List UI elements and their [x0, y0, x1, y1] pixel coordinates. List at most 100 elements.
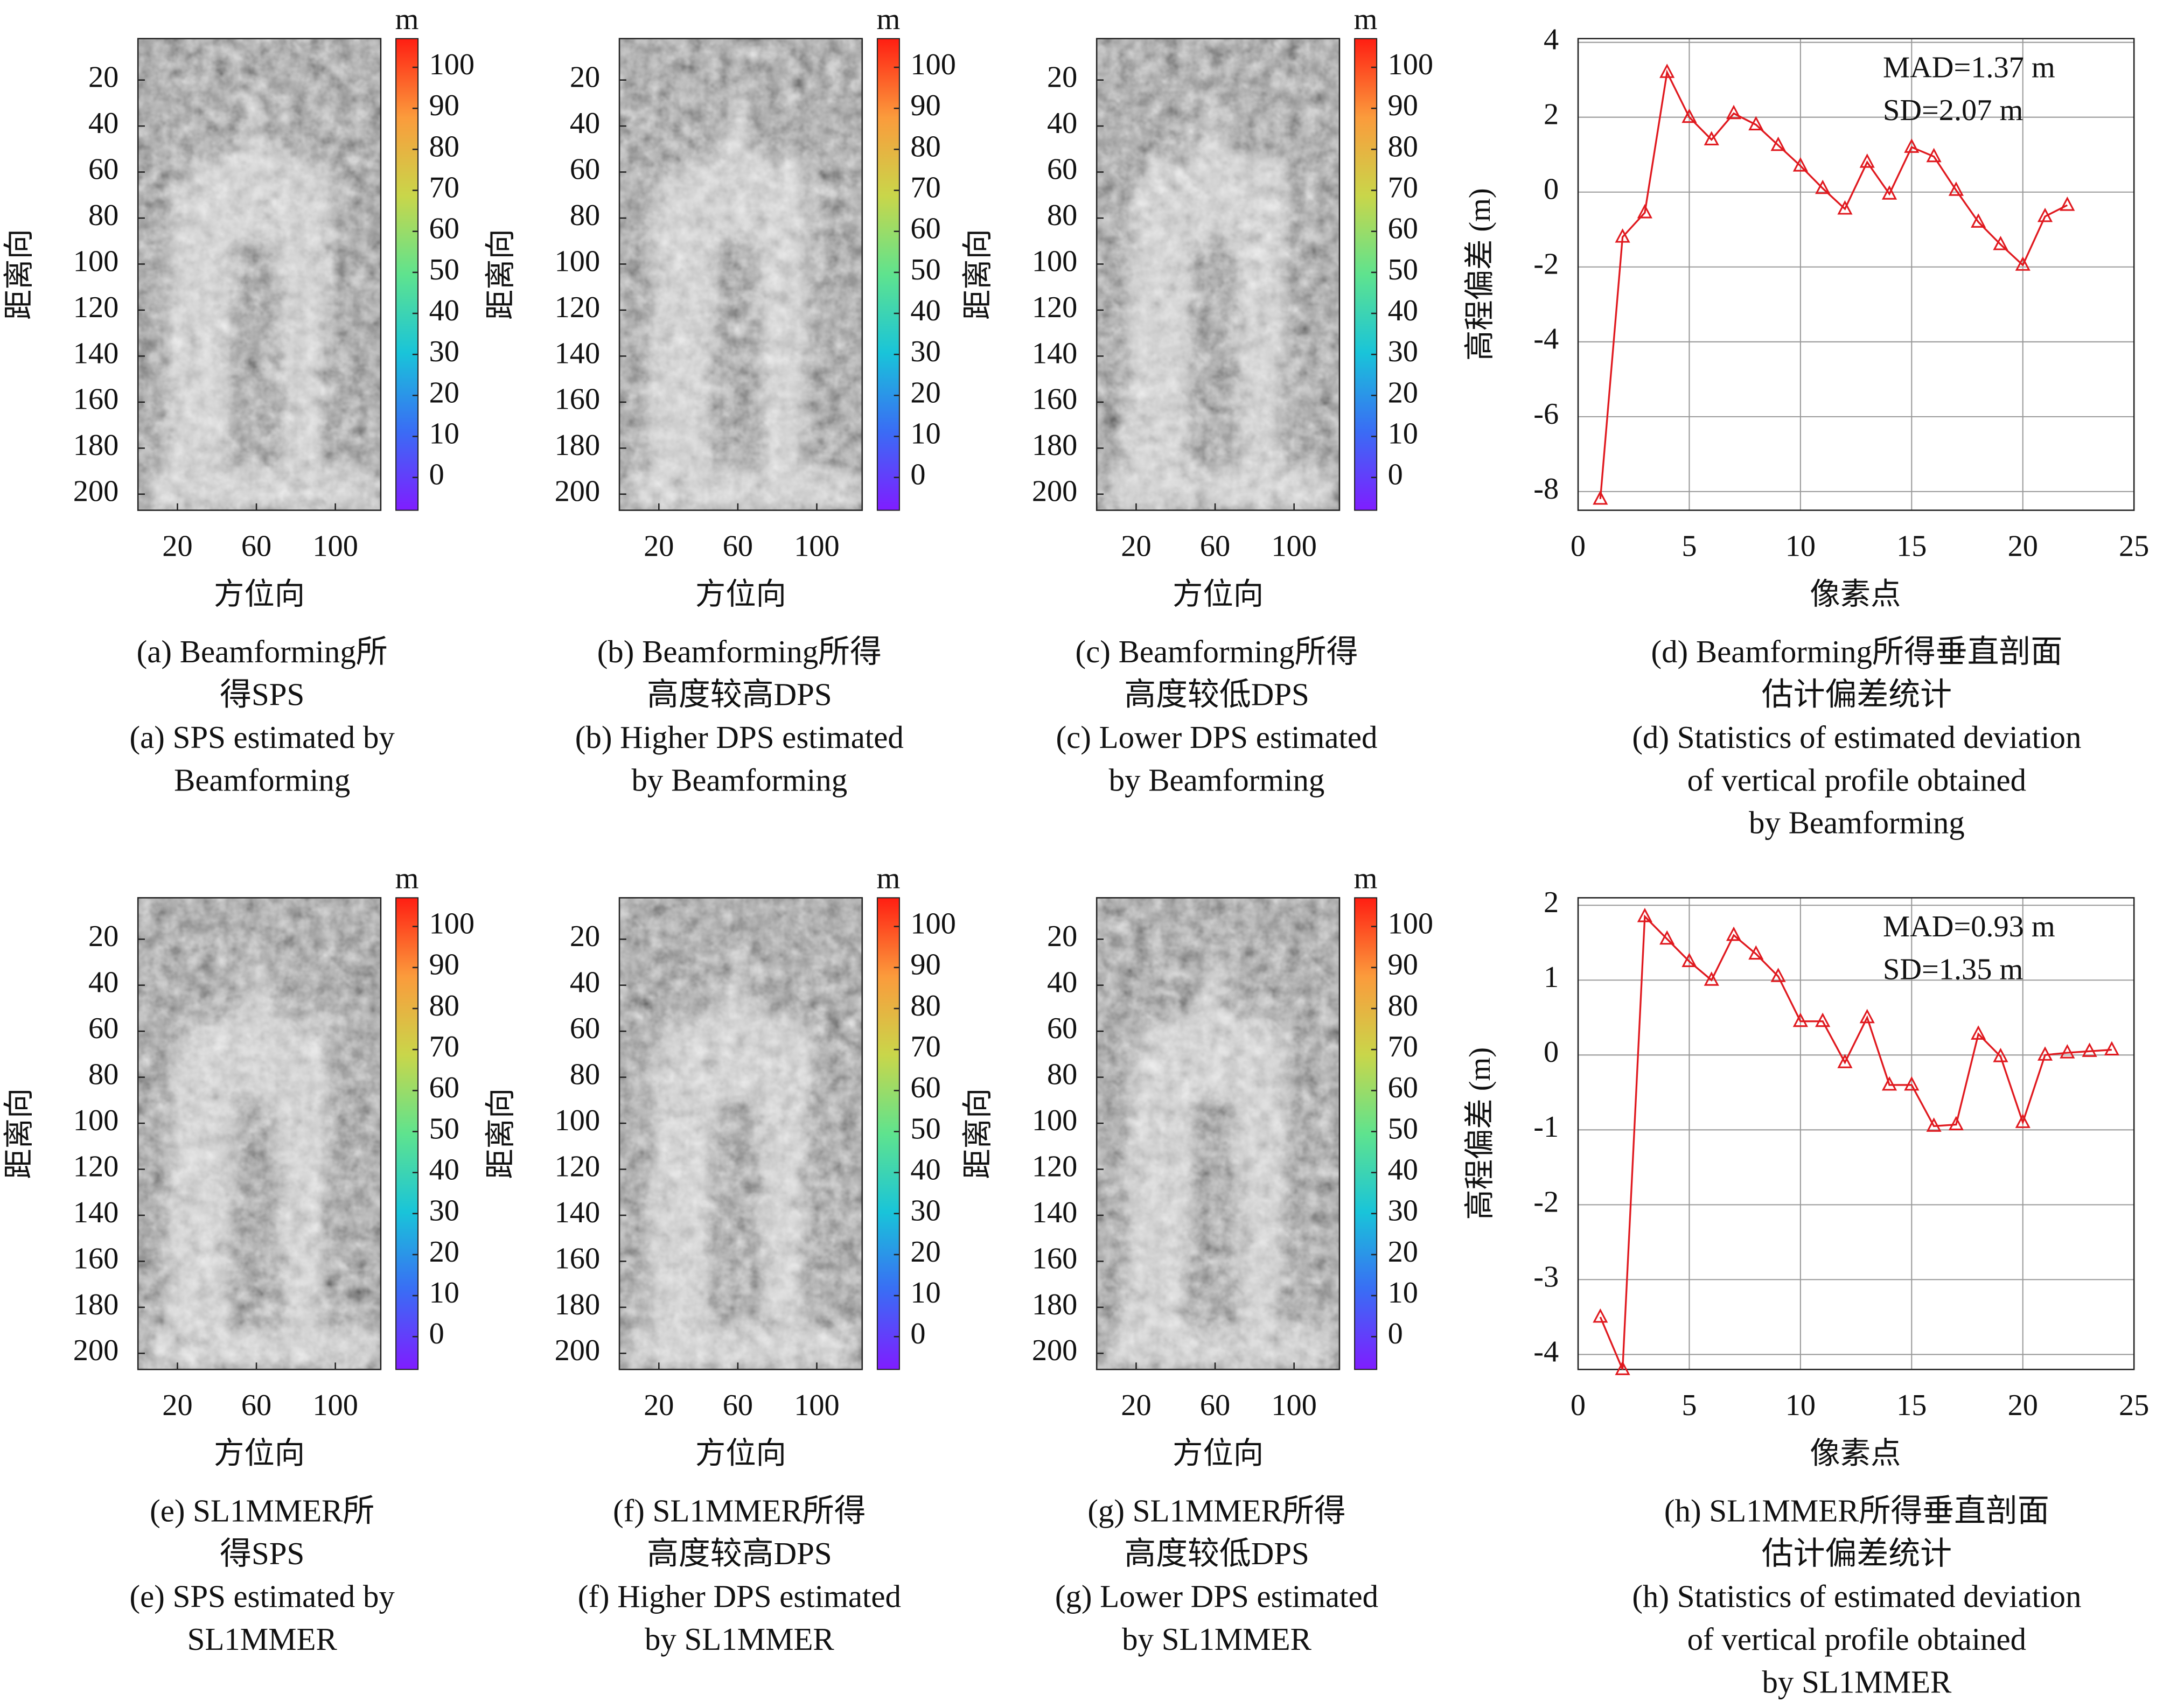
y-tick-label: 100: [1032, 1104, 1078, 1137]
triangle-marker: [1859, 153, 1875, 168]
y-tick-label: 60: [1047, 1012, 1077, 1045]
building-shape: [165, 928, 331, 1342]
colorbar-tick-label: 100: [910, 907, 956, 941]
ground-strip: [633, 1328, 854, 1367]
data-line: [1599, 914, 2112, 1370]
colorbar-tick-label: 70: [429, 1030, 459, 1063]
colorbar-tick-label: 30: [1388, 1194, 1418, 1228]
y-tick-label: 40: [88, 107, 118, 140]
caption-line: 高度较高DPS: [647, 1536, 832, 1571]
colorbar-label: m: [877, 3, 901, 36]
colorbar-tick-label: 80: [910, 989, 940, 1023]
building-highlight: [633, 69, 854, 508]
y-tick-label: 140: [1032, 337, 1078, 370]
triangle-marker: [1815, 1012, 1831, 1027]
x-tick-label: 100: [794, 529, 839, 563]
triangle-marker: [1681, 108, 1697, 123]
triangle-marker: [2015, 1114, 2031, 1128]
triangle-marker: [1748, 945, 1764, 960]
image-frame: [618, 38, 863, 511]
triangle-marker: [1926, 148, 1942, 163]
y-tick-label: 120: [73, 291, 119, 324]
x-axis-label: 方位向: [1173, 1437, 1264, 1471]
y-tick-label: -2: [1533, 1185, 1559, 1219]
x-tick-label: 5: [1681, 529, 1697, 563]
colorbar-label: m: [1354, 862, 1378, 895]
colorbar-tick-label: 60: [1388, 212, 1418, 246]
x-tick-label: 60: [723, 1389, 753, 1422]
triangle-marker: [1971, 213, 1986, 228]
colorbar-tick-label: 10: [910, 1276, 940, 1310]
y-tick-label: 180: [555, 429, 601, 462]
y-tick-label: 20: [88, 61, 118, 94]
caption-line: SL1MMER: [187, 1622, 338, 1657]
y-tick-label: 40: [1047, 966, 1077, 999]
building-shape: [165, 69, 331, 483]
y-tick-label: 60: [570, 1012, 600, 1045]
colorbar-tick-label: 50: [1388, 253, 1418, 286]
colorbar-tick-label: 100: [1388, 907, 1434, 941]
x-tick-label: 60: [723, 529, 753, 563]
colorbar-tick-label: 0: [910, 458, 925, 492]
y-tick-label: 200: [73, 1334, 119, 1367]
colorbar-tick-label: 80: [1388, 130, 1418, 163]
x-tick-label: 20: [2008, 1389, 2038, 1422]
triangle-marker: [1881, 1076, 1897, 1091]
colorbar-tick-label: 40: [429, 1153, 459, 1187]
colorbar-tick-label: 0: [910, 1317, 925, 1350]
colorbar-tick-label: 20: [910, 376, 940, 409]
caption-line: by Beamforming: [631, 762, 847, 797]
colorbar-tick-label: 20: [1388, 376, 1418, 409]
colorbar-tick-label: 90: [1388, 948, 1418, 982]
colorbar-tick-label: 90: [910, 948, 940, 982]
triangle-marker: [1993, 235, 2008, 250]
building-highlight: [633, 928, 854, 1367]
y-tick-label: 120: [1032, 291, 1078, 324]
y-tick-label: 80: [1047, 1058, 1077, 1091]
y-tick-label: 160: [1032, 383, 1078, 416]
y-tick-label: 80: [570, 1058, 600, 1091]
y-tick-label: 80: [1047, 199, 1077, 232]
y-tick-label: 140: [73, 1196, 119, 1229]
colorbar-tick-label: 40: [910, 1153, 940, 1187]
y-axis-label: 距离向: [961, 1088, 995, 1179]
triangle-marker: [1615, 228, 1630, 243]
x-tick-label: 20: [1121, 1389, 1151, 1422]
colorbar-tick-label: 20: [910, 1235, 940, 1269]
triangle-marker: [1659, 930, 1675, 945]
y-axis-label: 距离向: [3, 1088, 36, 1179]
triangle-marker: [1770, 136, 1786, 151]
y-tick-label: 180: [73, 1288, 119, 1321]
y-axis-label: 高程偏差 (m): [1463, 1047, 1497, 1220]
triangle-marker: [1615, 1361, 1630, 1375]
triangle-marker: [1637, 204, 1652, 219]
triangle-marker: [2060, 196, 2075, 211]
y-tick-label: 20: [1047, 920, 1077, 953]
y-tick-label: 160: [73, 383, 119, 416]
triangle-marker: [2037, 207, 2053, 222]
colorbar-tick-label: 80: [910, 130, 940, 163]
y-tick-label: 60: [88, 152, 118, 186]
colorbar-tick-label: 70: [910, 1030, 940, 1063]
y-tick-label: 40: [88, 966, 118, 999]
y-tick-label: -1: [1533, 1110, 1559, 1144]
y-tick-label: 140: [1032, 1196, 1078, 1229]
building-shape: [647, 69, 813, 483]
x-axis-label: 方位向: [214, 578, 305, 611]
y-axis-label: 距离向: [3, 229, 36, 320]
x-tick-label: 25: [2119, 1389, 2149, 1422]
colorbar-tick-label: 80: [429, 130, 459, 163]
triangle-marker: [1859, 1009, 1875, 1024]
triangle-marker: [1637, 907, 1652, 922]
annotation: SD=1.35 m: [1883, 953, 2023, 986]
y-tick-label: 160: [555, 1242, 601, 1275]
colorbar-tick-label: 80: [1388, 989, 1418, 1023]
y-tick-label: 4: [1544, 23, 1559, 57]
triangle-marker: [1704, 131, 1719, 145]
x-tick-label: 25: [2119, 529, 2149, 563]
building-shape: [1124, 69, 1290, 483]
y-tick-label: 100: [1032, 244, 1078, 278]
annotation: MAD=1.37 m: [1883, 51, 2055, 85]
x-tick-label: 100: [1271, 529, 1316, 563]
y-tick-label: 100: [555, 1104, 601, 1137]
